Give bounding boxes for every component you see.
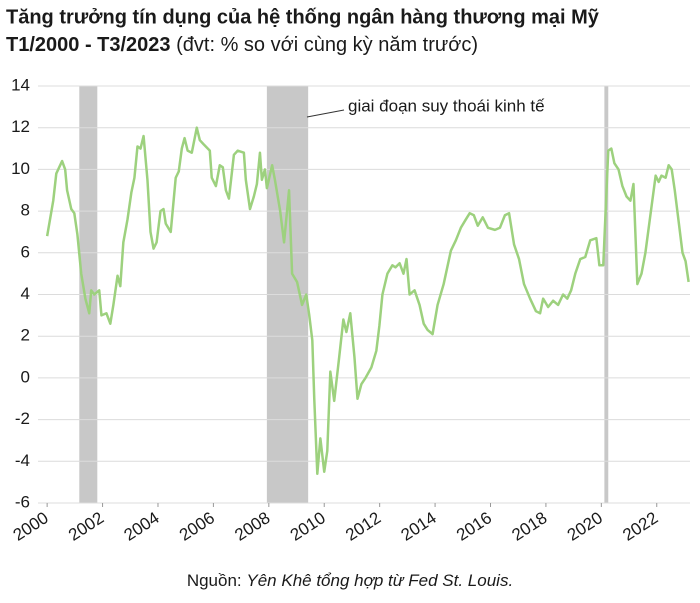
source-text: Yên Khê tổng hợp từ Fed St. Louis. xyxy=(246,571,513,590)
chart-title: Tăng trưởng tín dụng của hệ thống ngân h… xyxy=(6,6,600,28)
x-tick-label: 2006 xyxy=(176,508,218,545)
y-tick-label: 12 xyxy=(11,117,30,136)
y-tick-label: 2 xyxy=(21,326,30,345)
plot-area: -6 -4 -2 0 2 4 6 8 10 12 14 2000 2002 2004 2006 2008 201… xyxy=(10,75,690,545)
y-tick-label: 8 xyxy=(21,201,30,220)
period: T1/2000 - T3/2023 xyxy=(6,34,171,56)
x-tick-label: 2014 xyxy=(398,508,440,545)
y-tick-label: -4 xyxy=(15,451,30,470)
x-tick-label: 2000 xyxy=(10,508,52,545)
x-tick-label: 2022 xyxy=(619,508,661,545)
x-tick-label: 2016 xyxy=(453,508,495,545)
x-tick-label: 2018 xyxy=(508,508,550,545)
annotation-leader xyxy=(306,109,345,118)
y-tick-label: 6 xyxy=(21,242,30,261)
y-tick-label: -6 xyxy=(15,492,30,511)
source: Nguồn: Yên Khê tổng hợp từ Fed St. Louis… xyxy=(187,571,513,590)
x-tick-label: 2002 xyxy=(65,508,107,545)
x-tick-label: 2020 xyxy=(564,508,606,545)
y-tick-label: 0 xyxy=(21,367,30,386)
x-tick-label: 2004 xyxy=(121,508,163,545)
x-tick-label: 2008 xyxy=(231,508,273,545)
annotation: giai đoạn suy thoái kinh tế xyxy=(348,96,545,115)
x-tick-label: 2010 xyxy=(287,508,329,545)
y-tick-label: -2 xyxy=(15,409,30,428)
data-line xyxy=(45,126,690,476)
y-tick-label: 10 xyxy=(11,159,30,178)
unit-note: (đvt: % so với cùng kỳ năm trước) xyxy=(176,34,478,56)
chart-subtitle: T1/2000 - T3/2023 (đvt: % so với cùng kỳ… xyxy=(6,34,478,56)
source-label: Nguồn: xyxy=(187,571,242,590)
x-tick-label: 2012 xyxy=(342,508,384,545)
y-tick-label: 4 xyxy=(21,284,30,303)
y-tick-label: 14 xyxy=(11,75,30,94)
